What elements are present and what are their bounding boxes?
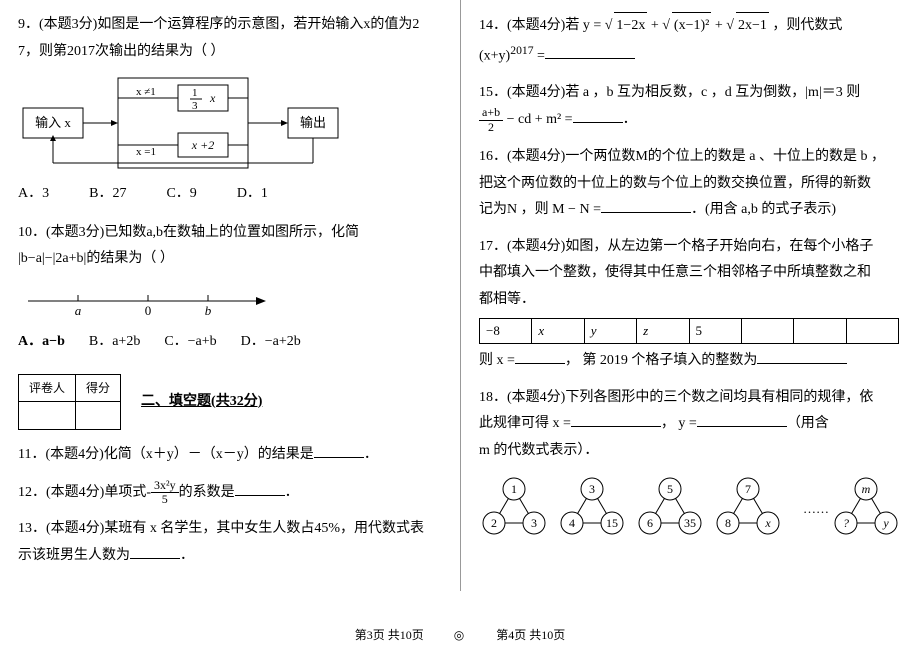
- svg-text:1: 1: [192, 87, 198, 99]
- svg-text:x =1: x =1: [136, 146, 156, 158]
- opt-A[interactable]: A．a−b: [18, 329, 65, 356]
- svg-text:8: 8: [725, 516, 731, 530]
- svg-text:x: x: [764, 516, 771, 530]
- blank[interactable]: [571, 413, 661, 427]
- opt-B[interactable]: B．a+2b: [89, 329, 140, 356]
- svg-text:x ≠1: x ≠1: [136, 86, 156, 98]
- q18-graphs: 1 2 3 3 4 15 5 6 35 7 8 x …… m? y: [479, 473, 902, 543]
- svg-text:x: x: [209, 91, 216, 105]
- svg-text:3: 3: [589, 482, 595, 496]
- blank[interactable]: [235, 482, 285, 496]
- svg-text:4: 4: [569, 516, 575, 530]
- opt-C[interactable]: C．−a+b: [164, 329, 216, 356]
- blank[interactable]: [697, 413, 787, 427]
- q10-line1: 10．(本题3分)已知数a,b在数轴上的位置如图所示，化简: [18, 220, 442, 247]
- page-footer: 第3页 共10页 ◎ 第4页 共10页: [0, 624, 920, 647]
- svg-text:输出: 输出: [300, 115, 326, 130]
- q17-grid: −8 x y z 5: [479, 318, 899, 345]
- svg-text:3: 3: [192, 100, 198, 112]
- q18: 18．(本题4分)下列各图形中的三个数之间均具有相同的规律，依 此规律可得 x …: [479, 385, 902, 543]
- opt-A[interactable]: A．3: [18, 181, 49, 208]
- svg-text:2: 2: [491, 516, 497, 530]
- q13: 13．(本题4分)某班有 x 名学生，其中女生人数占45%，用代数式表 示该班男…: [18, 516, 442, 569]
- q14: 14．(本题4分)若 y = 1−2x + (x−1)² + 2x−1 ，则代数…: [479, 12, 902, 70]
- blank[interactable]: [601, 199, 691, 213]
- svg-text:3: 3: [531, 516, 537, 530]
- blank[interactable]: [314, 444, 364, 458]
- q9-line2: 7，则第2017次输出的结果为（ ）: [18, 39, 442, 66]
- svg-text:x +2: x +2: [191, 138, 214, 152]
- svg-text:0: 0: [145, 303, 152, 318]
- opt-B[interactable]: B．27: [89, 181, 126, 208]
- svg-text:输入 x: 输入 x: [35, 115, 71, 130]
- q9-line1: 9．(本题3分)如图是一个运算程序的示意图，若开始输入x的值为2: [18, 12, 442, 39]
- svg-text:y: y: [882, 516, 889, 530]
- svg-text:5: 5: [667, 482, 673, 496]
- svg-text:b: b: [205, 303, 212, 318]
- q10-line2: |b−a|−|2a+b|的结果为（ ）: [18, 246, 442, 273]
- opt-D[interactable]: D．1: [237, 181, 268, 208]
- opt-C[interactable]: C．9: [166, 181, 196, 208]
- q15: 15．(本题4分)若 a ，b 互为相反数，c ，d 互为倒数，|m|＝3 则 …: [479, 80, 902, 134]
- svg-text:?: ?: [843, 516, 849, 530]
- q12: 12．(本题4分)单项式-3x²y5的系数是．: [18, 479, 442, 507]
- svg-text:15: 15: [606, 516, 618, 530]
- q10-options: A．a−b B．a+2b C．−a+b D．−a+2b: [18, 329, 442, 356]
- section-2-title: 二、填空题(共32分): [141, 389, 262, 416]
- blank[interactable]: [757, 350, 847, 364]
- blank[interactable]: [515, 350, 565, 364]
- q11: 11．(本题4分)化简（x＋y）－（x－y）的结果是．: [18, 442, 442, 469]
- svg-text:……: ……: [803, 501, 829, 516]
- q9-flowchart: 输入 x x ≠1 1 3 x x =1 x +2: [18, 73, 442, 173]
- q16: 16．(本题4分)一个两位数M的个位上的数是 a 、十位上的数是 b ， 把这个…: [479, 144, 902, 224]
- svg-text:6: 6: [647, 516, 653, 530]
- svg-text:1: 1: [511, 482, 517, 496]
- q10-numberline: a 0 b: [18, 281, 442, 321]
- blank[interactable]: [130, 545, 180, 559]
- q17: 17．(本题4分)如图，从左边第一个格子开始向右，在每个小格子 中都填入一个整数…: [479, 234, 902, 375]
- blank[interactable]: [573, 109, 623, 123]
- svg-text:7: 7: [745, 482, 751, 496]
- score-table: 评卷人得分: [18, 374, 121, 431]
- q9-options: A．3 B．27 C．9 D．1: [18, 181, 442, 208]
- blank[interactable]: [545, 45, 635, 59]
- svg-text:a: a: [75, 303, 82, 318]
- svg-text:35: 35: [684, 516, 696, 530]
- opt-D[interactable]: D．−a+2b: [241, 329, 301, 356]
- svg-text:m: m: [862, 482, 871, 496]
